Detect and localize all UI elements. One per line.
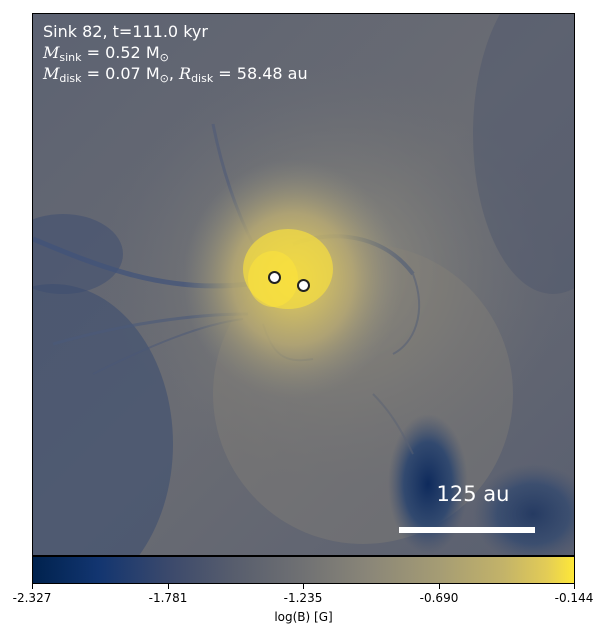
- scalebar: [399, 527, 535, 533]
- colorbar-tick-label: -2.327: [12, 591, 52, 605]
- colorbar-tick: [439, 584, 440, 589]
- magnetic-field-map: Sink 82, t=111.0 kyr Msink = 0.52 M⊙ Mdi…: [32, 13, 575, 556]
- colorbar: [32, 556, 575, 584]
- colorbar-label: log(B) [G]: [274, 610, 333, 624]
- msink-value: = 0.52 M: [81, 43, 160, 62]
- colorbar-tick-label: -0.690: [419, 591, 459, 605]
- msink-sub: sink: [59, 51, 82, 64]
- sink-marker-2: [297, 279, 310, 292]
- disk-line: Mdisk = 0.07 M⊙, Rdisk = 58.48 au: [43, 64, 308, 89]
- separator: ,: [168, 64, 180, 83]
- scalebar-label: 125 au: [436, 482, 510, 506]
- colorbar-tick: [32, 584, 33, 589]
- rdisk-value: = 58.48 au: [213, 64, 308, 83]
- colorbar-tick: [303, 584, 304, 589]
- msink-solar-symbol: ⊙: [159, 51, 169, 64]
- field-image: [33, 14, 574, 555]
- sink-title: Sink 82, t=111.0 kyr: [43, 22, 208, 41]
- rdisk-sub: disk: [191, 72, 214, 85]
- mdisk-symbol: M: [43, 64, 60, 83]
- colorbar-tick: [574, 584, 575, 589]
- rdisk-symbol: R: [179, 64, 192, 83]
- sink-marker-1: [268, 271, 281, 284]
- mdisk-value: = 0.07 M: [81, 64, 160, 83]
- colorbar-tick: [168, 584, 169, 589]
- colorbar-tick-label: -0.144: [554, 591, 594, 605]
- sink-mass-line: Msink = 0.52 M⊙: [43, 43, 169, 68]
- colorbar-tick-label: -1.235: [283, 591, 323, 605]
- colorbar-tick-label: -1.781: [148, 591, 188, 605]
- mdisk-solar-symbol: ⊙: [159, 72, 169, 85]
- msink-symbol: M: [43, 43, 60, 62]
- mdisk-sub: disk: [59, 72, 82, 85]
